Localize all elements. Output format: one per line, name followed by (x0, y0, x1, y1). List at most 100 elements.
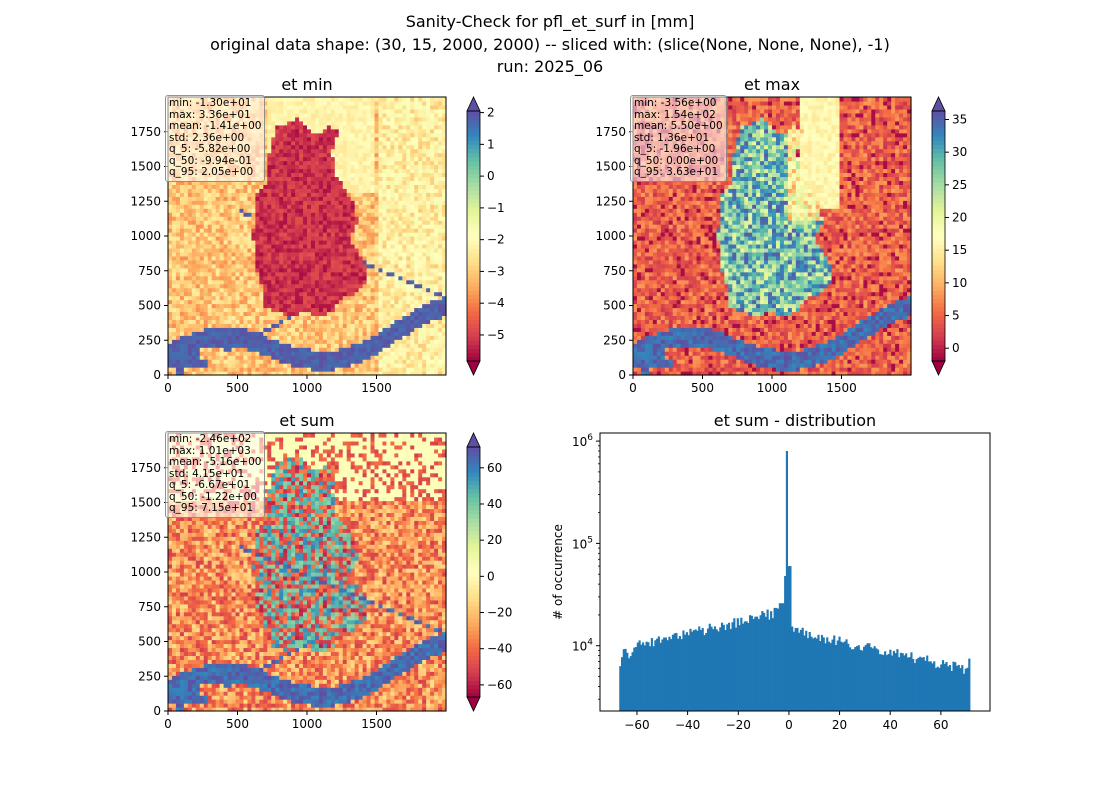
heatmap-cell (422, 307, 427, 313)
heatmap-cell (322, 339, 328, 344)
heatmap-cell (338, 188, 344, 193)
heatmap-cell (426, 184, 431, 189)
heatmap-cell (374, 327, 380, 332)
heatmap-cell (299, 327, 304, 332)
heatmap-cell (307, 172, 312, 178)
heatmap-cell (168, 355, 173, 360)
heatmap-cell (370, 152, 376, 158)
heatmap-cell (338, 355, 344, 360)
heatmap-cell (322, 228, 328, 233)
heatmap-cell (239, 236, 245, 241)
heatmap-cell (171, 267, 177, 273)
heatmap-cell (390, 124, 395, 130)
heatmap-cell (414, 319, 419, 324)
heatmap-cell (199, 371, 205, 376)
heatmap-cell (235, 188, 241, 193)
heatmap-cell (207, 188, 213, 193)
heatmap-cell (390, 136, 395, 142)
heatmap-cell (366, 271, 372, 277)
heatmap-cell (326, 363, 332, 368)
heatmap-cell (362, 148, 368, 154)
heatmap-cell (168, 216, 173, 221)
heatmap-cell (398, 291, 403, 297)
heatmap-cell (394, 184, 399, 189)
heatmap-cell (422, 371, 427, 376)
heatmap-cell (434, 124, 439, 130)
heatmap-cell (422, 335, 427, 340)
heatmap-cell (398, 243, 403, 249)
heatmap-cell (168, 243, 173, 249)
heatmap-cell (430, 347, 435, 352)
heatmap-cell (310, 351, 316, 356)
heatmap-cell (426, 200, 431, 205)
heatmap-cell (243, 196, 249, 201)
heatmap-cell (410, 152, 415, 158)
heatmap-cell (307, 275, 312, 281)
heatmap-cell (223, 319, 229, 324)
heatmap-cell (231, 184, 237, 189)
heatmap-cell (207, 243, 213, 249)
heatmap-cell (310, 275, 316, 281)
heatmap-cell (271, 367, 276, 372)
heatmap-cell (283, 307, 288, 313)
colorbar-segment (467, 356, 480, 362)
heatmap-cell (303, 220, 308, 225)
heatmap-cell (171, 291, 177, 297)
heatmap-cell (350, 216, 356, 221)
heatmap-cell (434, 144, 439, 150)
heatmap-cell (175, 263, 181, 269)
heatmap-cell (426, 251, 431, 257)
heatmap-cell (195, 287, 201, 293)
heatmap-cell (334, 363, 340, 368)
heatmap-cell (386, 355, 391, 360)
heatmap-cell (267, 184, 272, 189)
heatmap-cell (346, 299, 352, 305)
heatmap-cell (175, 271, 181, 277)
heatmap-cell (207, 355, 213, 360)
heatmap-cell (303, 303, 308, 309)
heatmap-cell (378, 104, 384, 110)
heatmap-cell (227, 327, 233, 332)
heatmap-cell (374, 112, 380, 118)
heatmap-cell (410, 363, 415, 368)
heatmap-cell (334, 212, 340, 217)
heatmap-cell (215, 327, 221, 332)
heatmap-cell (414, 343, 419, 348)
heatmap-cell (390, 120, 395, 126)
heatmap-cell (362, 200, 368, 205)
heatmap-cell (358, 188, 364, 193)
heatmap-cell (183, 267, 189, 273)
heatmap-cell (310, 112, 316, 118)
heatmap-cell (291, 371, 296, 376)
heatmap-cell (378, 228, 384, 233)
heatmap-cell (303, 196, 308, 201)
heatmap-cell (382, 307, 388, 313)
heatmap-cell (299, 331, 304, 336)
heatmap-cell (291, 176, 296, 181)
heatmap-cell (175, 343, 181, 348)
heatmap-cell (414, 323, 419, 328)
heatmap-cell (191, 355, 197, 360)
heatmap-cell (223, 188, 229, 193)
heatmap-cell (338, 236, 344, 241)
heatmap-cell (382, 236, 388, 241)
heatmap-cell (247, 335, 252, 340)
heatmap-cell (406, 180, 411, 185)
heatmap-cell (346, 267, 352, 273)
heatmap-cell (402, 232, 407, 237)
heatmap-cell (438, 323, 443, 328)
heatmap-cell (187, 243, 193, 249)
heatmap-cell (259, 212, 264, 217)
heatmap-cell (275, 371, 280, 376)
heatmap-cell (267, 212, 272, 217)
heatmap-cell (322, 251, 328, 257)
heatmap-cell (175, 251, 181, 257)
heatmap-cell (267, 239, 272, 245)
heatmap-cell (390, 104, 395, 110)
heatmap-cell (179, 251, 185, 257)
heatmap-cell (259, 204, 264, 209)
heatmap-cell (314, 144, 320, 150)
heatmap-cell (235, 239, 241, 245)
heatmap-cell (386, 275, 391, 281)
heatmap-cell (303, 319, 308, 324)
